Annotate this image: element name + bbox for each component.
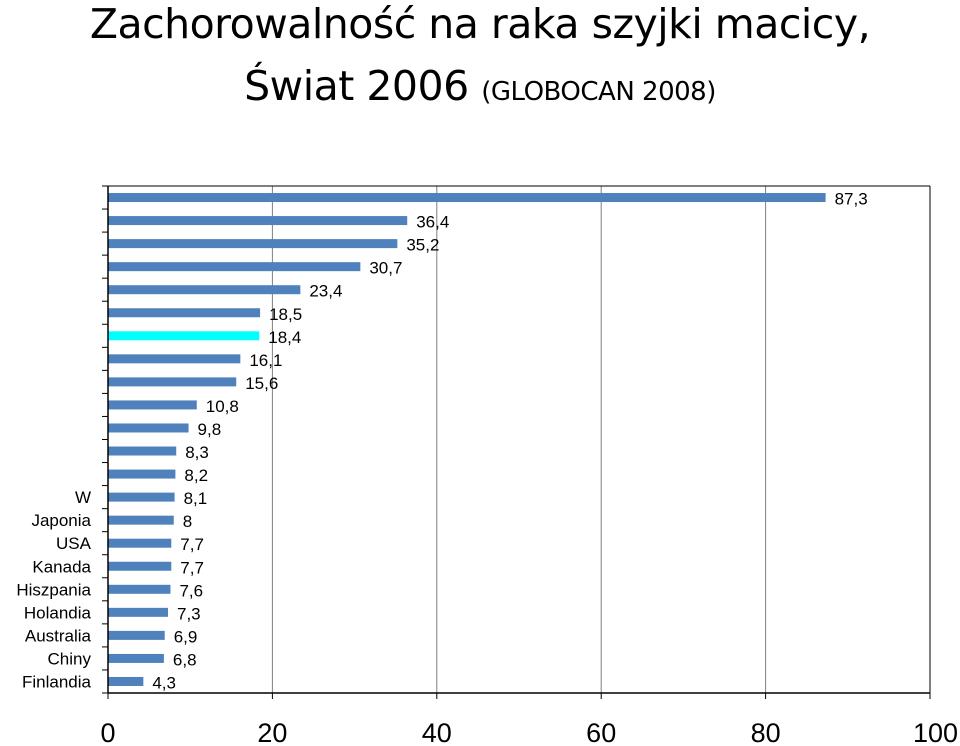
category-label-17: Hiszpania xyxy=(16,580,91,599)
value-label-20: 6,8 xyxy=(173,650,197,669)
bar-21 xyxy=(108,676,144,686)
chart-source: (GLOBOCAN 2008) xyxy=(481,77,716,107)
bar-6 xyxy=(108,331,260,341)
x-tick-label-3: 60 xyxy=(586,718,616,746)
bar-8 xyxy=(108,377,237,387)
bar-7 xyxy=(108,354,241,364)
bar-1 xyxy=(108,216,408,226)
value-label-15: 7,7 xyxy=(180,535,204,554)
bar-2 xyxy=(108,239,398,249)
category-label-20: Chiny xyxy=(48,649,92,668)
x-tick-label-0: 0 xyxy=(100,718,115,746)
value-label-1: 36,4 xyxy=(416,213,449,232)
bar-13 xyxy=(108,492,175,502)
bar-10 xyxy=(108,423,189,433)
value-label-6: 18,4 xyxy=(268,328,301,347)
bar-3 xyxy=(108,262,361,272)
value-label-4: 23,4 xyxy=(309,282,342,301)
x-tick-label-1: 20 xyxy=(257,718,287,746)
bar-18 xyxy=(108,607,169,617)
x-tick-label-2: 40 xyxy=(422,718,452,746)
value-label-18: 7,3 xyxy=(177,604,201,623)
x-tick-label-4: 80 xyxy=(751,718,781,746)
value-label-7: 16,1 xyxy=(249,351,282,370)
value-label-19: 6,9 xyxy=(174,627,198,646)
bar-5 xyxy=(108,308,261,318)
value-label-9: 10,8 xyxy=(206,397,239,416)
category-label-13: W xyxy=(75,488,91,507)
bar-9 xyxy=(108,400,197,410)
value-label-0: 87,3 xyxy=(835,190,868,209)
x-tick-label-5: 100 xyxy=(913,718,958,746)
value-label-3: 30,7 xyxy=(369,259,402,278)
category-label-15: USA xyxy=(56,534,92,553)
bar-16 xyxy=(108,561,172,571)
bar-12 xyxy=(108,469,176,479)
bar-14 xyxy=(108,515,174,525)
value-label-21: 4,3 xyxy=(152,673,176,692)
value-label-2: 35,2 xyxy=(406,236,439,255)
value-label-11: 8,3 xyxy=(185,443,209,462)
value-label-5: 18,5 xyxy=(269,305,302,324)
bar-20 xyxy=(108,653,164,663)
value-label-13: 8,1 xyxy=(184,489,208,508)
value-label-8: 15,6 xyxy=(245,374,278,393)
value-label-17: 7,6 xyxy=(179,581,203,600)
bar-15 xyxy=(108,538,172,548)
bar-0 xyxy=(108,193,826,203)
category-label-19: Australia xyxy=(25,626,92,645)
value-label-16: 7,7 xyxy=(180,558,204,577)
category-label-14: Japonia xyxy=(31,511,91,530)
bar-4 xyxy=(108,285,301,295)
bar-11 xyxy=(108,446,177,456)
chart-title-line2: Świat 2006 (GLOBOCAN 2008) xyxy=(0,62,960,110)
chart-title-line1: Zachorowalność na raka szyjki macicy, xyxy=(89,0,871,48)
bar-19 xyxy=(108,630,165,640)
category-label-21: Finlandia xyxy=(22,672,92,691)
bar-17 xyxy=(108,584,171,594)
value-label-14: 8 xyxy=(183,512,192,531)
chart-title-region-year: Świat 2006 xyxy=(244,62,469,110)
category-label-18: Holandia xyxy=(24,603,92,622)
category-label-16: Kanada xyxy=(32,557,91,576)
value-label-10: 9,8 xyxy=(198,420,222,439)
value-label-12: 8,2 xyxy=(184,466,208,485)
